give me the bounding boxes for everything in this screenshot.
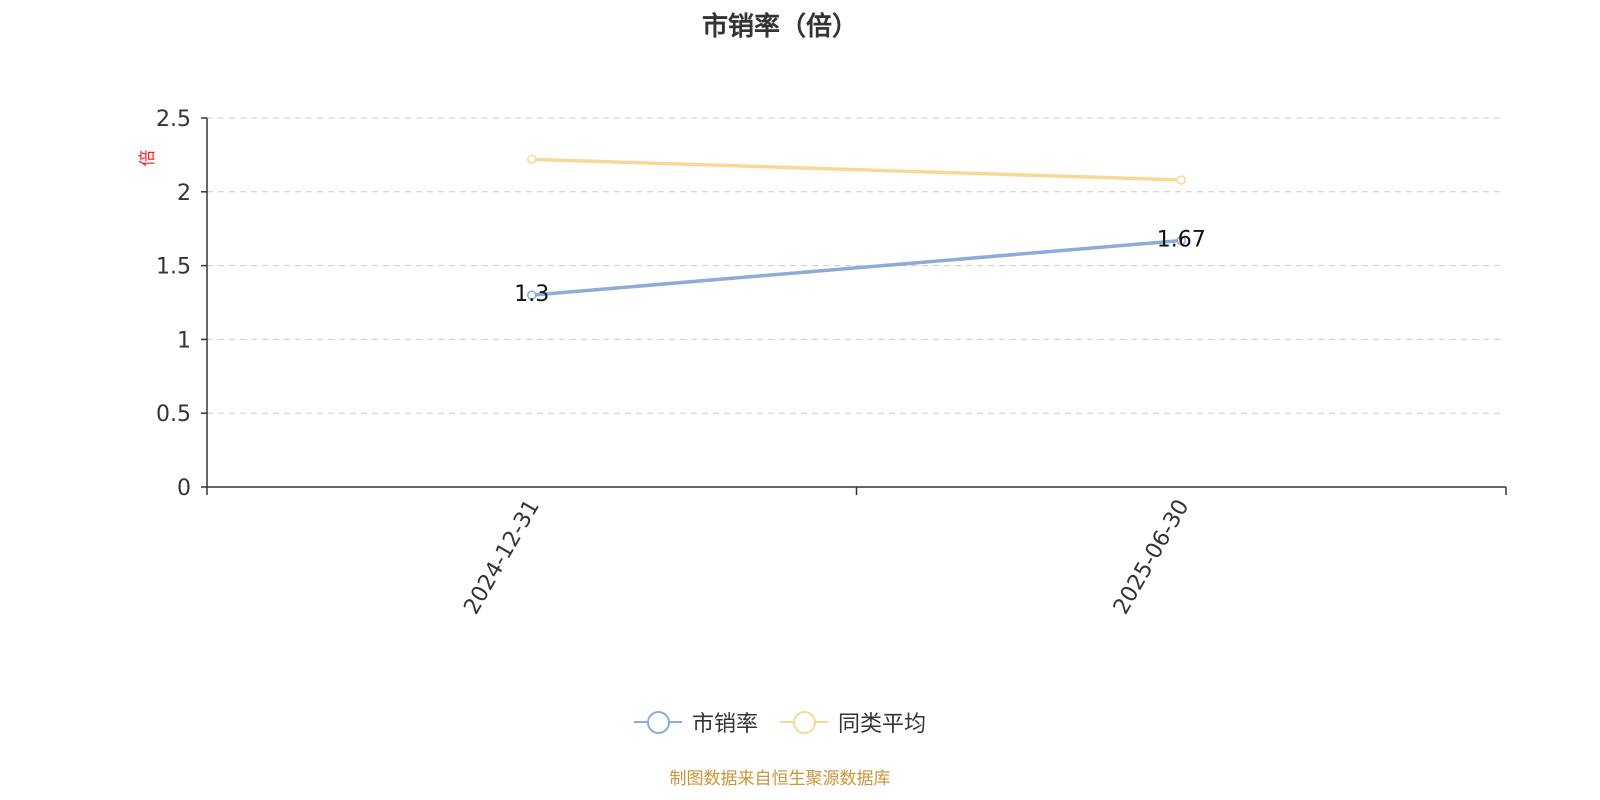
axis-layer: 0 0.5 1 1.5 2 2.5 倍 2024-12-31 2025-06-30 (138, 107, 1507, 619)
chart-title: 市销率（倍） (701, 12, 858, 42)
label-layer: 1.3 1.67 (514, 228, 1205, 308)
y-tick-label-4: 2 (177, 181, 191, 206)
y-tick-label-1: 0.5 (156, 402, 191, 427)
legend-item-series-0[interactable]: 市销率 (633, 706, 758, 738)
y-tick-label-2: 1 (177, 328, 191, 353)
series-0-data-label-0: 1.3 (514, 282, 549, 307)
series-line-1 (531, 157, 1182, 182)
legend-swatch-1 (780, 707, 828, 737)
series-0-data-label-1: 1.67 (1157, 228, 1206, 253)
y-tick-label-3: 1.5 (156, 255, 191, 280)
x-tick-label-0: 2024-12-31 (459, 496, 545, 619)
source-note: 制图数据来自恒生聚源数据库 (669, 769, 891, 789)
legend: 市销率 同类平均 (0, 706, 1560, 738)
series-1-point-1 (1176, 175, 1186, 185)
legend-label-1: 同类平均 (838, 712, 927, 737)
series-0-point-1 (1176, 235, 1186, 246)
legend-label-0: 市销率 (691, 712, 758, 737)
y-tick-label-0: 0 (177, 476, 191, 501)
series-layer (527, 154, 1186, 300)
x-tick-label-1: 2025-06-30 (1109, 496, 1195, 619)
legend-item-series-1[interactable]: 同类平均 (780, 706, 926, 738)
y-axis-label: 倍 (138, 150, 158, 167)
legend-swatch-0 (633, 707, 682, 737)
series-0-point-0 (527, 290, 537, 300)
grid-layer (207, 117, 1500, 414)
series-line-0 (531, 238, 1182, 297)
y-tick-label-5: 2.5 (156, 107, 191, 132)
series-1-point-0 (527, 154, 537, 165)
